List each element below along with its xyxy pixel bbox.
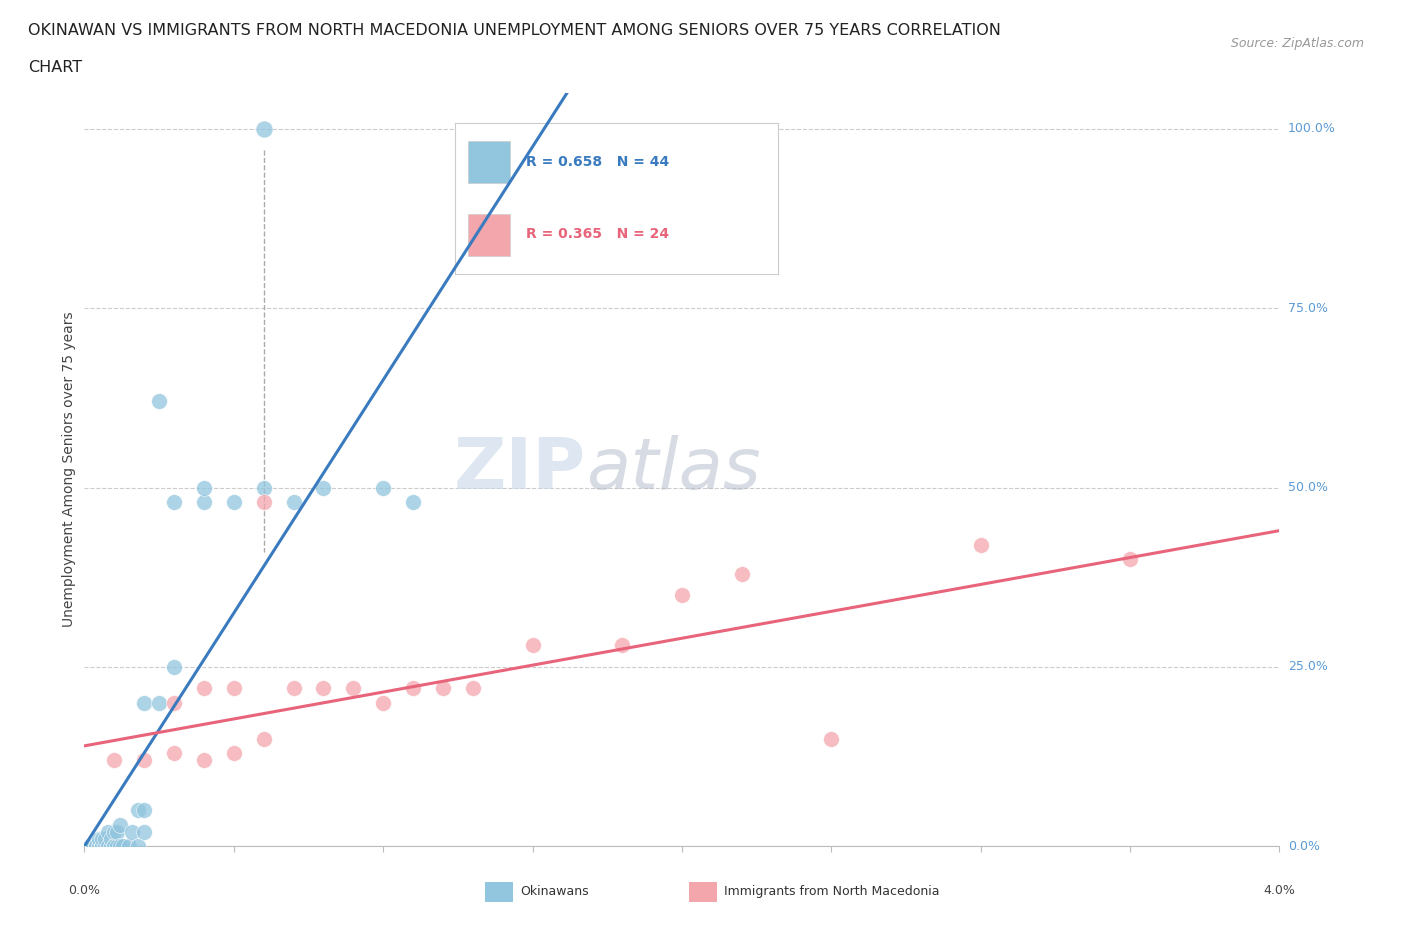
Point	[731, 566, 754, 581]
Point	[371, 696, 394, 711]
Point	[222, 495, 245, 510]
Point	[312, 480, 335, 495]
Point	[193, 752, 215, 767]
Point	[253, 495, 276, 510]
Point	[97, 839, 120, 854]
Text: CHART: CHART	[28, 60, 82, 75]
Point	[105, 839, 128, 854]
Point	[100, 839, 122, 854]
Text: Okinawans: Okinawans	[520, 885, 589, 898]
Point	[283, 495, 305, 510]
Point	[103, 839, 125, 854]
Point	[610, 638, 633, 653]
Point	[148, 394, 170, 409]
Point	[103, 825, 125, 840]
Point	[312, 681, 335, 696]
Point	[163, 495, 186, 510]
Point	[127, 839, 149, 854]
Point	[432, 681, 454, 696]
Point	[91, 839, 114, 854]
Text: 25.0%: 25.0%	[1288, 660, 1327, 673]
Point	[89, 839, 111, 854]
Point	[94, 839, 117, 854]
Point	[193, 495, 215, 510]
Point	[148, 696, 170, 711]
Point	[461, 681, 484, 696]
Text: 0.0%: 0.0%	[69, 884, 100, 897]
Point	[110, 817, 132, 832]
Text: 100.0%: 100.0%	[1288, 123, 1336, 136]
Point	[84, 839, 107, 854]
Point	[402, 681, 425, 696]
Point	[283, 681, 305, 696]
Point	[193, 480, 215, 495]
Point	[253, 122, 276, 137]
Point	[163, 746, 186, 761]
Point	[671, 588, 693, 603]
Point	[121, 825, 143, 840]
Point	[253, 480, 276, 495]
Point	[371, 480, 394, 495]
Text: ZIP: ZIP	[454, 435, 586, 504]
Point	[89, 831, 111, 846]
Text: Immigrants from North Macedonia: Immigrants from North Macedonia	[724, 885, 939, 898]
Point	[94, 831, 117, 846]
Point	[103, 752, 125, 767]
Point	[82, 839, 104, 854]
Text: 4.0%: 4.0%	[1264, 884, 1295, 897]
Point	[1119, 551, 1142, 566]
Point	[522, 638, 544, 653]
Point	[222, 746, 245, 761]
Text: 0.0%: 0.0%	[1288, 840, 1320, 853]
Point	[342, 681, 364, 696]
Y-axis label: Unemployment Among Seniors over 75 years: Unemployment Among Seniors over 75 years	[62, 312, 76, 628]
Point	[84, 839, 107, 854]
Point	[969, 538, 991, 552]
Point	[112, 839, 135, 854]
Text: OKINAWAN VS IMMIGRANTS FROM NORTH MACEDONIA UNEMPLOYMENT AMONG SENIORS OVER 75 Y: OKINAWAN VS IMMIGRANTS FROM NORTH MACEDO…	[28, 23, 1001, 38]
Point	[100, 831, 122, 846]
Point	[89, 839, 111, 854]
Text: atlas: atlas	[586, 435, 761, 504]
Point	[79, 839, 101, 854]
Point	[820, 731, 842, 746]
Point	[97, 825, 120, 840]
Point	[132, 803, 156, 817]
Point	[163, 659, 186, 674]
Point	[253, 731, 276, 746]
Point	[222, 681, 245, 696]
Point	[103, 839, 125, 854]
Point	[402, 495, 425, 510]
Point	[110, 839, 132, 854]
Point	[105, 825, 128, 840]
Point	[91, 831, 114, 846]
Point	[82, 839, 104, 854]
Point	[132, 752, 156, 767]
Point	[118, 839, 141, 854]
Point	[91, 839, 114, 854]
Text: Source: ZipAtlas.com: Source: ZipAtlas.com	[1230, 37, 1364, 50]
Text: 50.0%: 50.0%	[1288, 481, 1327, 494]
Point	[163, 696, 186, 711]
Point	[193, 681, 215, 696]
Point	[132, 696, 156, 711]
Point	[132, 825, 156, 840]
Text: 75.0%: 75.0%	[1288, 301, 1327, 314]
Point	[127, 803, 149, 817]
